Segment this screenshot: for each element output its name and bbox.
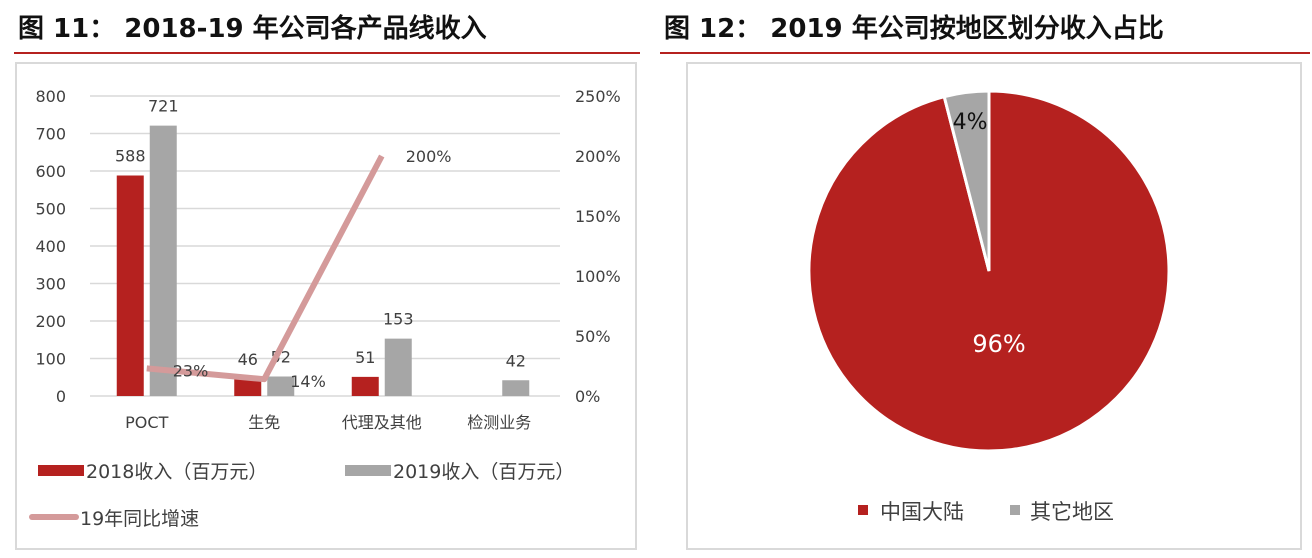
- title-rule: [660, 52, 1310, 54]
- y-tick-left: 800: [35, 87, 66, 106]
- pie-label: 96%: [972, 330, 1025, 358]
- y-tick-left: 400: [35, 237, 66, 256]
- data-label: 721: [148, 97, 179, 116]
- bar-2018: [116, 175, 144, 396]
- legend-swatch: [1010, 505, 1020, 515]
- legend-swatch: [858, 505, 868, 515]
- legend-label: 2018收入（百万元）: [86, 461, 267, 483]
- data-label: 51: [355, 348, 375, 367]
- y-tick-right: 0%: [575, 387, 600, 406]
- legend-swatch-2018: [38, 465, 84, 476]
- x-tick-label: 代理及其他: [342, 413, 422, 432]
- chart-frame: [15, 62, 637, 550]
- bar-2019: [384, 338, 412, 396]
- chart-frame: [686, 62, 1302, 550]
- y-tick-left: 100: [35, 350, 66, 369]
- legend-label: 19年同比增速: [80, 508, 199, 530]
- x-tick-label: 生免: [248, 413, 280, 432]
- bar-2018: [351, 376, 379, 396]
- data-label: 153: [383, 310, 414, 329]
- figure-12-title: 图 12： 2019 年公司按地区划分收入占比: [664, 14, 1164, 44]
- y-tick-right: 100%: [575, 267, 621, 286]
- bar-2019: [502, 380, 530, 396]
- y-tick-left: 300: [35, 275, 66, 294]
- bar-2018: [234, 378, 262, 396]
- y-tick-right: 250%: [575, 87, 621, 106]
- x-tick-label: POCT: [125, 413, 168, 432]
- y-tick-right: 200%: [575, 147, 621, 166]
- data-label: 588: [115, 147, 146, 166]
- y-tick-left: 700: [35, 125, 66, 144]
- line-data-label: 23%: [173, 361, 209, 380]
- growth-line: [146, 154, 385, 383]
- line-data-label: 14%: [290, 372, 326, 391]
- pie-label: 4%: [953, 110, 988, 135]
- legend-label: 其它地区: [1030, 500, 1114, 524]
- legend-label: 2019收入（百万元）: [393, 461, 574, 483]
- title-rule: [14, 52, 640, 54]
- y-tick-right: 150%: [575, 207, 621, 226]
- data-label: 42: [506, 351, 526, 370]
- y-tick-left: 0: [56, 387, 66, 406]
- legend-label: 中国大陆: [880, 500, 964, 524]
- line-data-label: 200%: [406, 147, 452, 166]
- pie-slice: [942, 89, 991, 272]
- x-tick-label: 检测业务: [467, 413, 531, 432]
- bar-2019: [149, 125, 177, 396]
- y-tick-left: 600: [35, 162, 66, 181]
- y-tick-left: 500: [35, 200, 66, 219]
- y-tick-right: 50%: [575, 327, 611, 346]
- data-label: 46: [238, 350, 258, 369]
- figure-11-title: 图 11： 2018-19 年公司各产品线收入: [18, 14, 487, 44]
- y-tick-left: 200: [35, 312, 66, 331]
- legend-swatch-2019: [345, 465, 391, 476]
- bar-2019: [267, 376, 295, 396]
